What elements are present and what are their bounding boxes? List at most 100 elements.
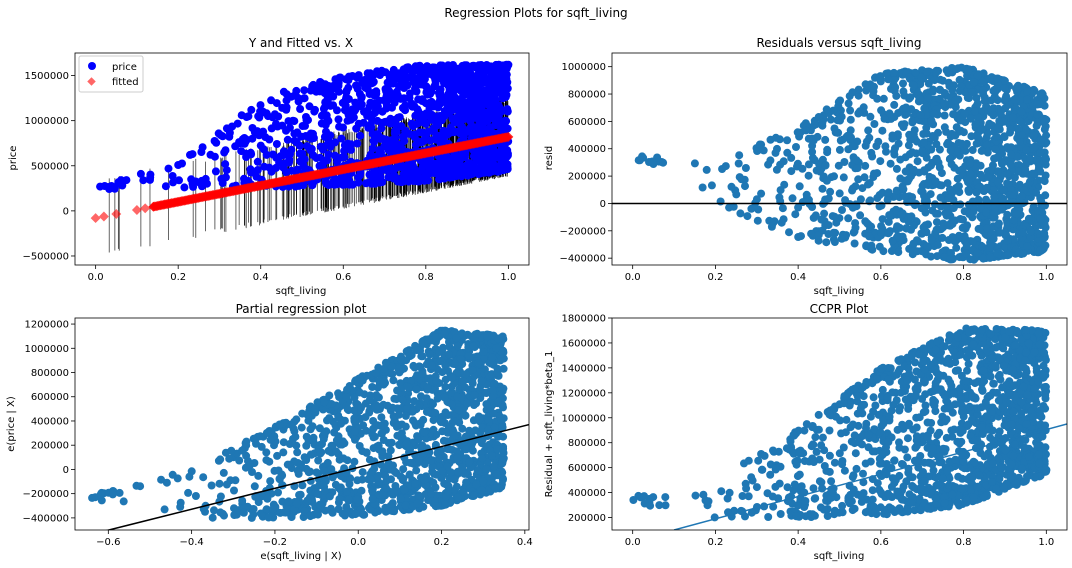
data-point (823, 145, 832, 154)
data-point (353, 139, 362, 148)
data-point (743, 212, 752, 221)
data-point (136, 169, 145, 178)
data-point (253, 157, 262, 166)
data-point (994, 219, 1003, 228)
data-point (838, 135, 847, 144)
data-point (343, 405, 352, 414)
data-point (235, 456, 244, 465)
data-point (812, 166, 821, 175)
data-point (415, 77, 424, 86)
axes-frame (611, 52, 1068, 266)
data-point (445, 445, 454, 454)
data-point (227, 446, 236, 455)
data-point (854, 109, 863, 118)
data-point (477, 104, 486, 113)
data-point (734, 159, 743, 168)
data-point (1031, 142, 1040, 151)
data-point (292, 441, 301, 450)
data-point (834, 128, 843, 137)
data-point (411, 140, 420, 149)
data-point (982, 224, 991, 233)
data-point (902, 103, 910, 112)
y-tick-label: −200000 (559, 226, 606, 237)
data-point (340, 141, 349, 150)
data-point (339, 123, 347, 132)
data-point (943, 179, 952, 188)
data-point (998, 205, 1006, 214)
data-point (354, 71, 363, 80)
data-point (279, 87, 288, 96)
data-point (110, 184, 119, 193)
data-point (300, 86, 309, 95)
data-point (488, 111, 497, 120)
data-point (973, 249, 982, 258)
data-point (306, 146, 315, 154)
data-point (384, 142, 393, 151)
data-point (741, 164, 750, 172)
data-point (1000, 132, 1009, 141)
data-point (292, 86, 301, 95)
data-point (330, 180, 339, 189)
data-point (907, 172, 915, 181)
data-point (254, 471, 263, 480)
data-point (384, 452, 393, 461)
data-point (401, 422, 410, 431)
data-point (337, 174, 346, 183)
data-point (932, 68, 940, 77)
data-point (1036, 148, 1045, 157)
data-point (169, 178, 177, 187)
data-point (469, 86, 478, 94)
data-point (382, 135, 390, 144)
data-point (894, 139, 903, 148)
data-point (877, 222, 886, 231)
data-point (808, 153, 817, 162)
data-point (818, 184, 827, 193)
data-point (1015, 116, 1024, 125)
data-point (451, 154, 460, 163)
data-point (832, 218, 841, 227)
data-point (377, 124, 386, 133)
data-point (404, 63, 413, 72)
data-point (1003, 236, 1012, 245)
data-point (648, 157, 657, 166)
x-tick-label: 0.6 (335, 272, 351, 283)
data-point (347, 140, 356, 149)
data-point (273, 451, 282, 460)
data-point (932, 225, 941, 234)
data-point (282, 105, 291, 114)
data-point (888, 236, 897, 245)
data-point (386, 91, 394, 100)
data-point (356, 131, 365, 140)
data-point (216, 131, 225, 140)
data-point (659, 158, 668, 167)
y-tick-label: 0 (63, 206, 69, 217)
data-point (452, 66, 461, 75)
data-point (978, 242, 987, 251)
data-point (499, 432, 508, 441)
data-point (982, 140, 991, 149)
data-point (282, 168, 291, 177)
data-point (783, 136, 792, 145)
data-point (721, 162, 730, 171)
data-point (759, 146, 768, 155)
data-point (275, 420, 284, 429)
data-point (945, 185, 954, 194)
data-point (435, 163, 444, 172)
data-point (986, 252, 995, 261)
data-point (387, 136, 396, 145)
data-point (361, 413, 370, 422)
data-point (829, 106, 838, 115)
data-point (860, 173, 869, 182)
data-point (1023, 95, 1031, 104)
data-point (1003, 169, 1012, 178)
data-point (802, 190, 811, 199)
data-point (889, 68, 898, 77)
data-point (867, 222, 876, 231)
data-point (920, 191, 928, 200)
data-point (969, 237, 977, 246)
data-point (814, 113, 823, 121)
data-point (1026, 233, 1035, 242)
data-point (397, 178, 406, 186)
data-point (892, 91, 901, 100)
data-point (878, 126, 887, 135)
